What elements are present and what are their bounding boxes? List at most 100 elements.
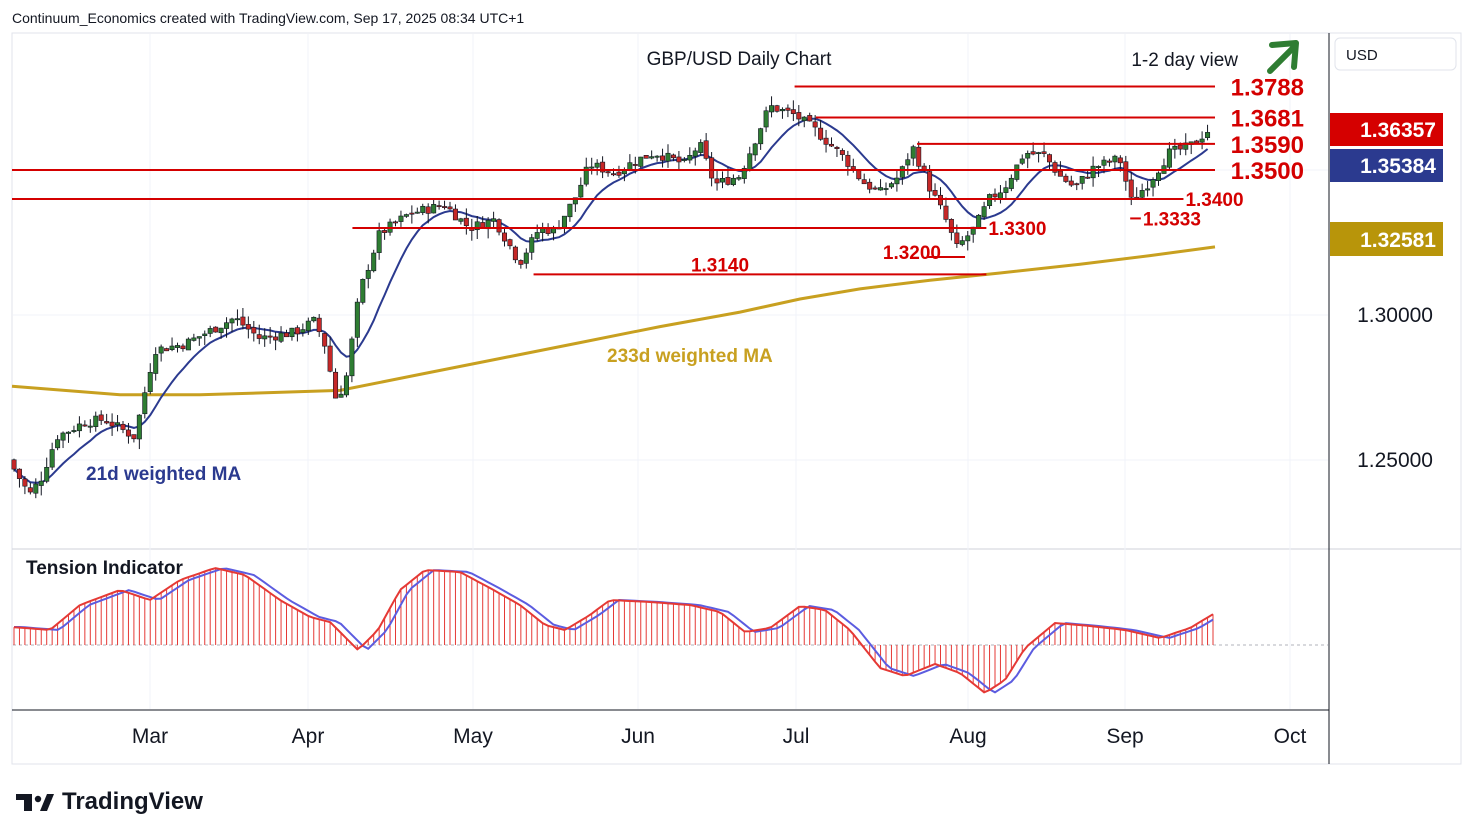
candle-body	[22, 478, 28, 487]
candle-body	[899, 166, 905, 178]
candle-body	[125, 429, 131, 437]
candle-body	[927, 171, 933, 192]
candle-body	[518, 260, 524, 265]
candle-body	[1036, 152, 1042, 155]
candle-body	[436, 205, 442, 208]
candle-body	[818, 127, 824, 140]
candle-body	[207, 328, 213, 334]
x-tick-label: Sep	[1106, 725, 1143, 748]
candle-body	[1025, 153, 1031, 159]
candle-body	[937, 194, 943, 206]
candle-body	[1199, 138, 1205, 143]
candle-body	[828, 143, 834, 147]
y-tick-label: 1.25000	[1357, 449, 1433, 472]
candle-body	[1205, 132, 1211, 138]
candle-body	[27, 487, 33, 493]
chart-attribution: Continuum_Economics created with Trading…	[12, 10, 525, 26]
candle-body	[823, 137, 829, 145]
tension-indicator-pane	[13, 567, 1328, 694]
candle-body	[965, 235, 971, 242]
candle-body	[561, 215, 567, 229]
candle-body	[987, 194, 993, 206]
candle-body	[665, 152, 671, 162]
candle-body	[115, 422, 121, 426]
candle-body	[709, 157, 715, 179]
chart-subtitle: 1-2 day view	[1131, 50, 1238, 71]
candle-body	[1003, 187, 1009, 193]
candle-body	[1019, 158, 1025, 164]
candle-body	[769, 105, 775, 113]
candle-body	[338, 393, 344, 398]
candlestick-series	[11, 96, 1211, 499]
candle-body	[447, 206, 453, 210]
level-label: 1.3400	[1185, 190, 1243, 211]
candle-body	[333, 371, 339, 399]
candle-body	[1106, 160, 1112, 163]
candle-body	[1079, 175, 1085, 184]
candle-body	[322, 333, 328, 347]
last-price-value: 1.36357	[1360, 119, 1436, 142]
candle-body	[616, 171, 622, 176]
tradingview-brand: TradingView	[62, 788, 203, 815]
candle-body	[1101, 159, 1107, 166]
candle-body	[365, 269, 371, 279]
candle-body	[403, 214, 409, 217]
currency-selector[interactable]: USD	[1334, 37, 1457, 71]
candle-body	[839, 150, 845, 155]
ma21-price-badge: 1.35384	[1330, 149, 1443, 182]
tension-main-line	[13, 567, 1214, 694]
candle-body	[932, 190, 938, 196]
candle-body	[681, 159, 687, 161]
candle-body	[11, 459, 17, 470]
candle-body	[572, 197, 578, 205]
candle-body	[452, 208, 458, 221]
candle-body	[534, 232, 540, 239]
candle-body	[316, 317, 322, 333]
candle-body	[523, 252, 529, 264]
candle-body	[392, 221, 398, 224]
ma21-path	[13, 117, 1209, 484]
candle-body	[136, 414, 142, 440]
candle-body	[218, 327, 224, 334]
ma21-label: 21d weighted MA	[86, 464, 241, 485]
candle-body	[589, 166, 595, 169]
x-tick-label: Jun	[621, 725, 655, 748]
candle-body	[567, 203, 573, 218]
candle-body	[501, 232, 507, 242]
tension-signal-line	[14, 567, 1214, 694]
x-tick-label: Aug	[949, 725, 986, 748]
candle-body	[878, 187, 884, 191]
candle-body	[643, 155, 649, 159]
candle-body	[213, 326, 219, 333]
candle-body	[245, 324, 251, 330]
candle-body	[273, 336, 279, 341]
candle-body	[763, 110, 769, 128]
candle-body	[1172, 145, 1178, 150]
ma233-label: 233d weighted MA	[607, 346, 773, 367]
candle-body	[93, 415, 99, 427]
candle-body	[175, 345, 181, 348]
candle-body	[916, 146, 922, 167]
x-tick-label: Apr	[292, 725, 325, 748]
candle-body	[883, 188, 889, 190]
candle-body	[834, 146, 840, 149]
candle-body	[289, 327, 295, 338]
tradingview-logo[interactable]: TradingView	[16, 788, 203, 816]
candle-body	[992, 193, 998, 198]
candle-body	[305, 320, 311, 331]
last-price-badge: 1.36357	[1330, 113, 1443, 146]
candle-body	[120, 423, 126, 430]
candle-body	[224, 322, 230, 329]
candle-body	[185, 338, 191, 351]
candle-body	[327, 345, 333, 372]
candle-body	[191, 337, 197, 341]
candle-body	[491, 218, 497, 222]
candle-body	[752, 143, 758, 156]
candle-body	[104, 421, 110, 424]
candle-body	[311, 316, 317, 322]
candle-body	[256, 334, 262, 339]
candle-body	[109, 421, 115, 427]
candle-body	[234, 318, 240, 321]
candle-body	[790, 109, 796, 115]
